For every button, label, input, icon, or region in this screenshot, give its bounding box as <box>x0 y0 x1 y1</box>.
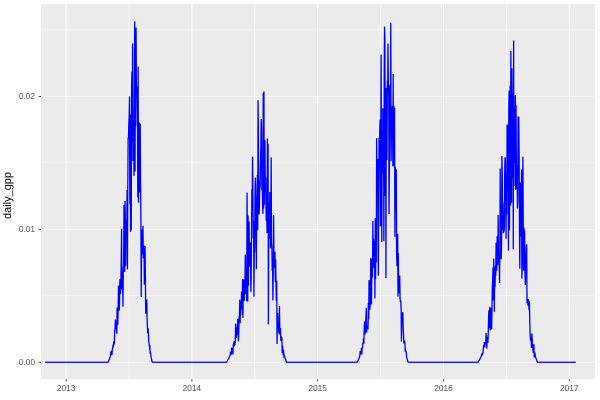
svg-text:0.02: 0.02 <box>19 91 36 101</box>
svg-text:2017: 2017 <box>560 383 579 393</box>
svg-text:2014: 2014 <box>183 383 202 393</box>
svg-text:0.01: 0.01 <box>19 224 36 234</box>
svg-text:2013: 2013 <box>57 383 76 393</box>
svg-text:0.00: 0.00 <box>19 357 36 367</box>
svg-text:daily_gpp: daily_gpp <box>2 172 14 219</box>
svg-text:2015: 2015 <box>308 383 327 393</box>
svg-text:2016: 2016 <box>434 383 453 393</box>
